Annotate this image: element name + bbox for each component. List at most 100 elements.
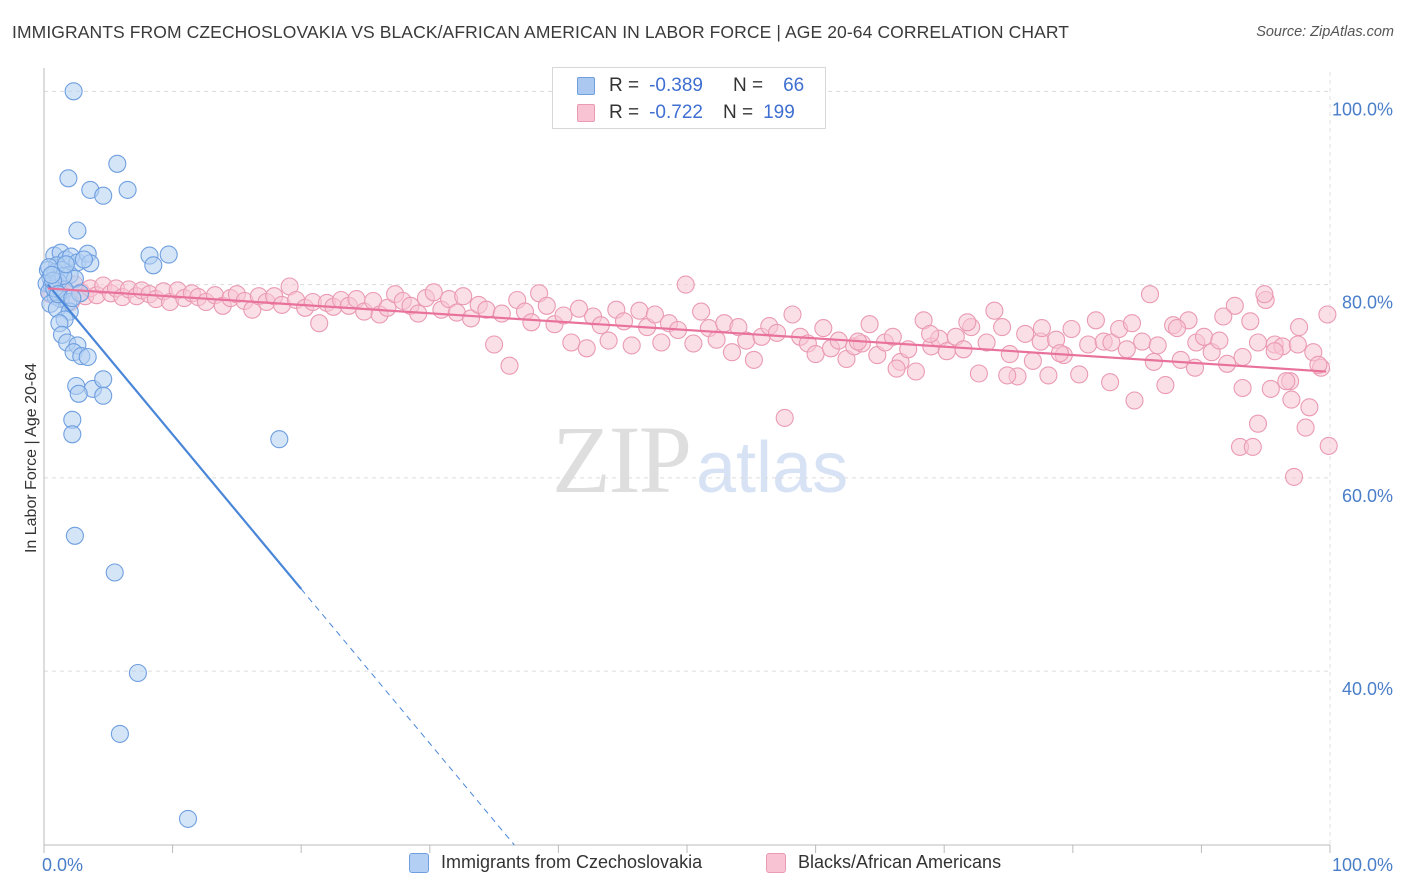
data-point xyxy=(1296,418,1315,437)
data-point xyxy=(1214,307,1233,326)
data-point xyxy=(378,298,397,317)
legend-n-value: 199 xyxy=(763,102,795,123)
data-point xyxy=(1282,390,1301,409)
data-point xyxy=(645,305,664,324)
data-point xyxy=(783,305,802,324)
watermark-atlas: atlas xyxy=(696,428,849,508)
legend-r-value: -0.389 xyxy=(649,75,703,96)
data-point xyxy=(310,314,329,333)
data-point xyxy=(775,408,794,427)
series-black-african-american xyxy=(41,274,1338,486)
y-tick-label: 40.0% xyxy=(1342,679,1393,699)
data-point xyxy=(630,301,649,320)
data-point xyxy=(42,265,61,284)
legend-r-value: -0.722 xyxy=(649,102,703,123)
data-point xyxy=(424,283,443,302)
data-point xyxy=(485,335,504,354)
data-point xyxy=(1039,366,1058,385)
series-czechoslovakia xyxy=(37,82,289,828)
data-point xyxy=(744,350,763,369)
data-point xyxy=(105,563,124,582)
data-point xyxy=(1144,352,1163,371)
data-point xyxy=(883,327,902,346)
legend-label-czechoslovakia: Immigrants from Czechoslovakia xyxy=(441,852,703,872)
data-point xyxy=(1210,331,1229,350)
data-point xyxy=(1233,378,1252,398)
legend-row-czechoslovakia: R = -0.389 N = 66 xyxy=(577,74,804,98)
legend-n-value: 66 xyxy=(783,75,805,96)
data-point xyxy=(1248,333,1268,352)
data-point xyxy=(178,809,198,828)
trend-extension-czechoslovakia xyxy=(300,588,515,846)
data-point xyxy=(522,313,541,332)
data-point xyxy=(1233,347,1252,367)
data-point xyxy=(1319,436,1338,455)
data-point xyxy=(159,245,178,264)
data-point xyxy=(554,306,573,325)
data-point xyxy=(1194,327,1214,346)
data-point xyxy=(887,359,906,378)
data-point xyxy=(692,302,711,321)
data-point xyxy=(676,275,695,294)
legend-swatch-czechoslovakia xyxy=(409,852,429,873)
data-point xyxy=(599,331,618,350)
y-tick-label: 60.0% xyxy=(1342,486,1393,506)
stats-legend: R = -0.389 N = 66 R = -0.722 N = 199 xyxy=(552,67,826,129)
watermark: ZIPatlas xyxy=(552,404,848,515)
data-point xyxy=(985,301,1004,320)
data-point xyxy=(1277,372,1296,391)
data-point xyxy=(652,333,671,352)
data-point xyxy=(993,318,1012,337)
data-point xyxy=(74,250,93,269)
data-point xyxy=(1125,391,1144,410)
axes xyxy=(43,68,1331,853)
data-point xyxy=(1070,365,1089,384)
chart-title: IMMIGRANTS FROM CZECHOSLOVAKIA VS BLACK/… xyxy=(12,22,1070,42)
data-point xyxy=(537,296,556,315)
data-point xyxy=(94,186,113,205)
data-point xyxy=(69,384,88,403)
data-point xyxy=(63,289,82,308)
x-tick-label: 0.0% xyxy=(42,855,83,875)
legend-r-label: R = xyxy=(609,75,640,96)
trend-line-czechoslovakia xyxy=(47,283,303,590)
legend-swatch-czechoslovakia xyxy=(577,77,595,95)
data-point xyxy=(1140,285,1160,304)
data-point xyxy=(1248,414,1268,433)
data-point xyxy=(1032,319,1051,338)
legend-item-czechoslovakia[interactable]: Immigrants from Czechoslovakia xyxy=(409,852,702,873)
legend-n-label: N = xyxy=(732,75,764,96)
data-point xyxy=(921,324,940,343)
x-tick-label: 100.0% xyxy=(1332,855,1393,875)
data-point xyxy=(577,339,596,358)
legend-item-black-african-american[interactable]: Blacks/African Americans xyxy=(766,852,1001,873)
data-point xyxy=(144,256,163,275)
data-point xyxy=(806,345,825,364)
data-point xyxy=(969,364,988,383)
data-point xyxy=(1000,345,1019,364)
data-point xyxy=(958,313,977,332)
data-point xyxy=(1265,342,1284,361)
data-point xyxy=(1309,355,1328,374)
data-point xyxy=(1122,314,1142,333)
data-point xyxy=(270,430,289,449)
data-point xyxy=(1261,379,1280,398)
data-point xyxy=(1171,350,1190,369)
trend-line-black-african-american xyxy=(47,287,1327,373)
tick-labels: 40.0% 60.0% 80.0% 100.0% 0.0% 100.0% xyxy=(42,99,1393,875)
data-point xyxy=(59,169,78,188)
data-point xyxy=(500,356,519,375)
data-point xyxy=(998,366,1017,385)
data-point xyxy=(1148,336,1167,355)
data-point xyxy=(722,343,742,362)
data-point xyxy=(569,299,589,318)
data-point xyxy=(1023,351,1042,370)
data-point xyxy=(1318,305,1337,324)
data-point xyxy=(1117,340,1136,359)
legend-row-black-african-american: R = -0.722 N = 199 xyxy=(577,101,795,125)
data-point xyxy=(68,221,87,240)
grid-lines xyxy=(44,72,1331,845)
data-point xyxy=(63,425,82,444)
y-tick-label: 80.0% xyxy=(1342,293,1393,313)
data-point xyxy=(1101,373,1120,392)
